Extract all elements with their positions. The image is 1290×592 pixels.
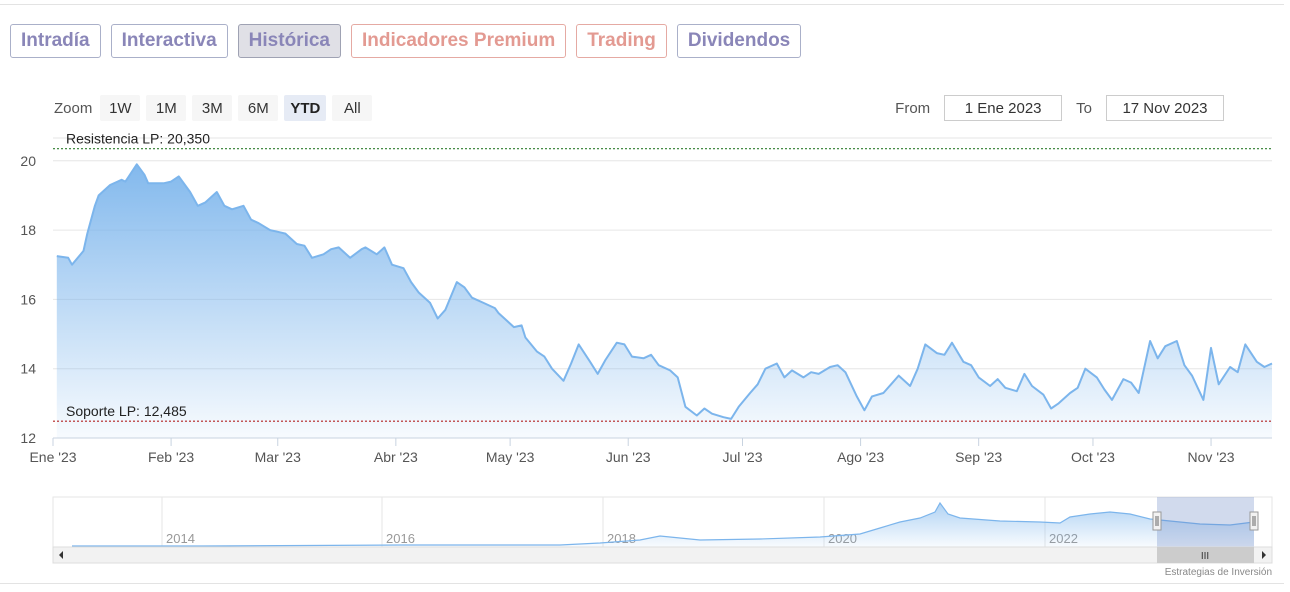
- zoom-1w-button[interactable]: 1W: [100, 95, 141, 121]
- x-tick-label: Oct '23: [1071, 449, 1115, 465]
- x-tick-label: Sep '23: [955, 449, 1002, 465]
- to-date-input[interactable]: 17 Nov 2023: [1106, 95, 1224, 121]
- y-tick-label: 12: [20, 430, 36, 446]
- chart-tabs: Intradía Interactiva Histórica Indicador…: [10, 24, 802, 58]
- navigator-handle-left[interactable]: [1152, 511, 1162, 531]
- to-label: To: [1076, 99, 1092, 117]
- x-tick-label: Jul '23: [722, 449, 762, 465]
- scrollbar-track[interactable]: [52, 546, 1273, 564]
- tab-indicadores-premium[interactable]: Indicadores Premium: [350, 24, 567, 58]
- zoom-6m-button[interactable]: 6M: [238, 95, 279, 121]
- navigator-tick-label: 2016: [386, 531, 415, 546]
- zoom-1m-button[interactable]: 1M: [146, 95, 187, 121]
- series-area: [56, 164, 1272, 439]
- scrollbar-grip: III: [1201, 551, 1209, 562]
- support-label: Soporte LP: 12,485: [66, 403, 187, 419]
- x-tick-label: May '23: [486, 449, 535, 465]
- tab-trading[interactable]: Trading: [576, 24, 667, 58]
- x-tick-label: Jun '23: [606, 449, 651, 465]
- x-tick-label: Abr '23: [374, 449, 418, 465]
- scroll-right-arrow-icon[interactable]: [1262, 551, 1266, 559]
- tab-interactiva[interactable]: Interactiva: [110, 24, 228, 58]
- bottom-divider: [0, 583, 1284, 584]
- navigator-handle-right[interactable]: [1249, 511, 1259, 531]
- x-tick-label: Nov '23: [1188, 449, 1235, 465]
- navigator-area: [72, 503, 1254, 547]
- x-tick-label: Ago '23: [837, 449, 884, 465]
- credit-label: Estrategias de Inversión: [1164, 567, 1272, 578]
- navigator-line: [72, 501, 1255, 547]
- x-tick-label: Ene '23: [29, 449, 76, 465]
- y-tick-label: 20: [20, 153, 36, 169]
- zoom-all-button[interactable]: All: [332, 95, 373, 121]
- zoom-3m-button[interactable]: 3M: [192, 95, 233, 121]
- x-tick-label: Feb '23: [148, 449, 194, 465]
- from-date-input[interactable]: 1 Ene 2023: [944, 95, 1063, 121]
- y-tick-label: 18: [20, 222, 36, 238]
- zoom-selector: Zoom 1W 1M 3M 6M YTD All: [54, 95, 373, 121]
- tab-intradia[interactable]: Intradía: [10, 24, 101, 58]
- x-tick-label: Mar '23: [255, 449, 301, 465]
- top-divider: [0, 4, 1284, 5]
- scroll-left-arrow-icon[interactable]: [59, 551, 63, 559]
- from-label: From: [895, 99, 931, 117]
- tab-dividendos[interactable]: Dividendos: [676, 24, 802, 58]
- y-tick-label: 16: [20, 291, 36, 307]
- y-tick-label: 14: [20, 361, 36, 377]
- navigator-selection: [1157, 497, 1254, 547]
- series-line: [56, 163, 1273, 420]
- zoom-label: Zoom: [54, 99, 93, 117]
- zoom-ytd-button[interactable]: YTD: [284, 95, 327, 121]
- scrollbar-thumb[interactable]: [1157, 547, 1254, 563]
- resistance-label: Resistencia LP: 20,350: [66, 131, 210, 147]
- navigator-tick-label: 2014: [166, 531, 195, 546]
- date-range: From 1 Ene 2023 To 17 Nov 2023: [895, 95, 1224, 121]
- tab-historica[interactable]: Histórica: [237, 24, 341, 58]
